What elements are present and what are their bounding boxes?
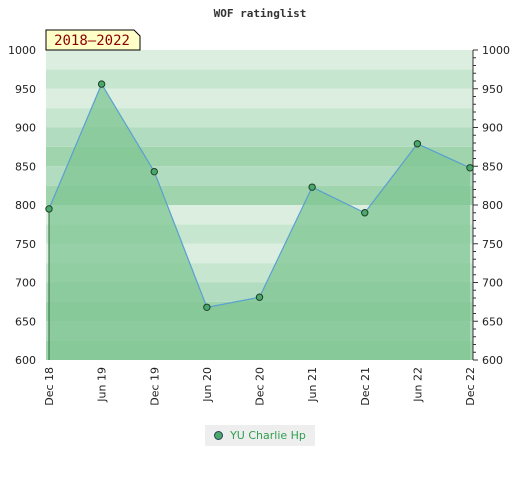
y-tick-label-right: 1000 bbox=[482, 44, 510, 57]
y-tick-label-left: 1000 bbox=[8, 44, 36, 57]
y-tick-label-left: 650 bbox=[15, 315, 36, 328]
data-point bbox=[150, 167, 158, 176]
y-axis-right: 600 650 700 750 800 850 900 950 1000 bbox=[472, 44, 510, 367]
band bbox=[46, 127, 473, 147]
y-tick-label-left: 800 bbox=[15, 199, 36, 212]
y-tick-label-right: 850 bbox=[482, 160, 503, 173]
band bbox=[46, 146, 473, 167]
data-points bbox=[45, 80, 474, 311]
x-tick-label: Dec 21 bbox=[359, 367, 372, 406]
data-point bbox=[45, 205, 53, 213]
x-axis: Dec 18 Jun 19 Dec 19 Jun 20 Dec 20 Jun 21 Dec … bbox=[43, 367, 477, 406]
y-tick-label-left: 600 bbox=[15, 354, 36, 367]
band bbox=[46, 88, 473, 109]
band bbox=[46, 69, 473, 89]
y-tick-label-right: 900 bbox=[482, 122, 503, 135]
x-tick-label: Jun 20 bbox=[201, 367, 214, 403]
data-point bbox=[361, 209, 369, 217]
legend: YU Charlie Hp bbox=[205, 425, 315, 446]
x-tick-label: Dec 20 bbox=[254, 367, 267, 406]
y-axis-left: 600 650 700 750 800 850 900 950 1000 bbox=[8, 44, 36, 367]
y-tick-label-right: 800 bbox=[482, 199, 503, 212]
period-badge: 2018–2022 bbox=[45, 29, 141, 51]
x-tick-label: Dec 22 bbox=[464, 367, 477, 406]
y-tick-label-right: 600 bbox=[482, 354, 503, 367]
data-point bbox=[466, 164, 474, 172]
y-tick-label-right: 700 bbox=[482, 277, 503, 290]
x-tick-label: Jun 22 bbox=[411, 367, 424, 403]
y-tick-label-right: 750 bbox=[482, 238, 503, 251]
band bbox=[46, 108, 473, 128]
y-tick-label-left: 950 bbox=[15, 83, 36, 96]
legend-marker-icon bbox=[214, 431, 224, 440]
series-area bbox=[49, 84, 470, 360]
data-point bbox=[413, 140, 422, 148]
data-point bbox=[255, 293, 264, 301]
x-tick-label: Jun 21 bbox=[306, 367, 319, 403]
x-tick-label: Dec 19 bbox=[148, 367, 161, 406]
y-tick-label-left: 750 bbox=[15, 238, 36, 251]
chart-title: WOF ratinglist bbox=[214, 7, 307, 20]
x-tick-label: Dec 18 bbox=[43, 367, 56, 406]
y-tick-label-left: 900 bbox=[15, 122, 36, 135]
y-tick-label-left: 850 bbox=[15, 160, 36, 173]
legend-label: YU Charlie Hp bbox=[230, 429, 306, 442]
y-tick-label-right: 950 bbox=[482, 83, 503, 96]
data-point bbox=[203, 303, 211, 311]
period-badge-text: 2018–2022 bbox=[54, 33, 130, 49]
y-tick-label-left: 700 bbox=[15, 277, 36, 290]
data-point bbox=[97, 80, 106, 88]
y-tick-label-right: 650 bbox=[482, 315, 503, 328]
band bbox=[46, 50, 473, 70]
data-point bbox=[308, 183, 316, 191]
x-tick-label: Jun 19 bbox=[96, 367, 109, 403]
